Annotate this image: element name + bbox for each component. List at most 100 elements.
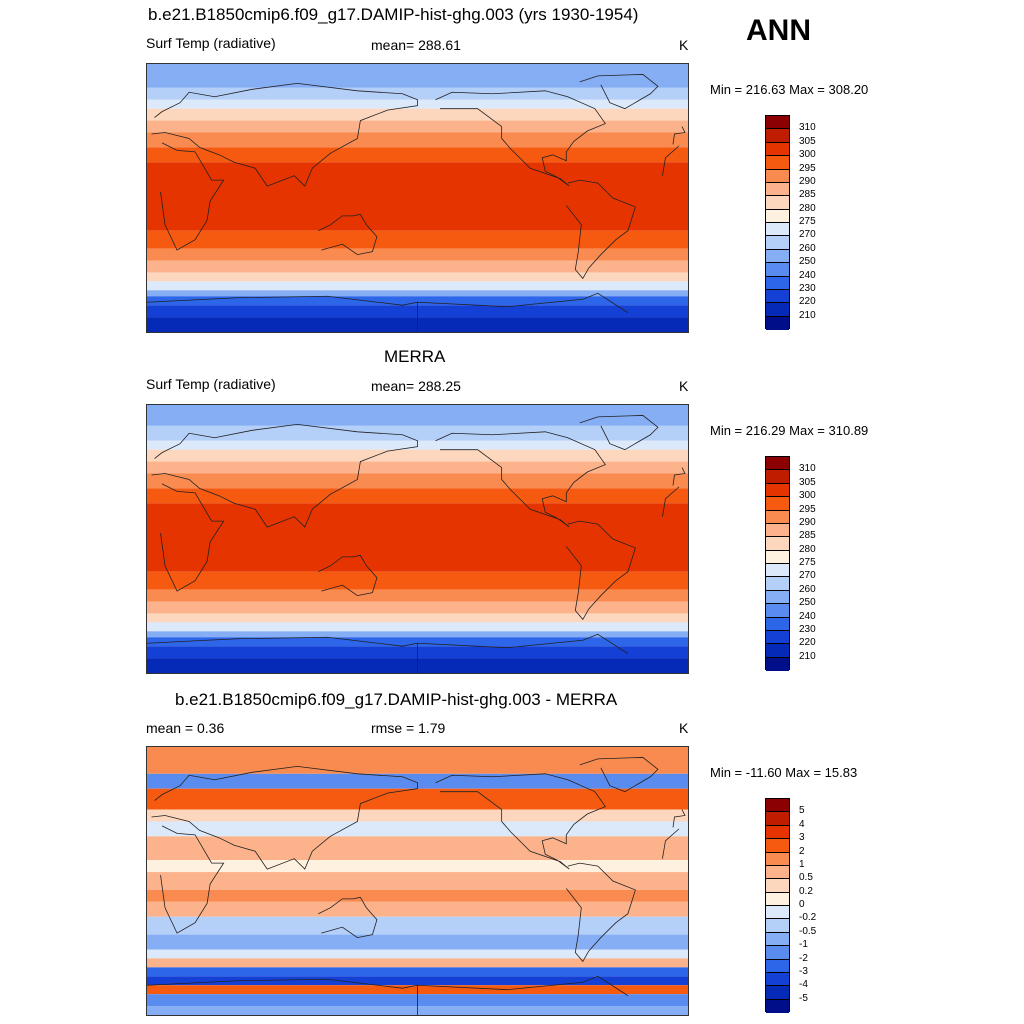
panel-2-colorbar-swatch xyxy=(766,577,789,591)
panel-1-colorbar-tick-label: 250 xyxy=(799,256,816,268)
panel-2-colorbar-swatch xyxy=(766,510,789,524)
model-coastline-4-0 xyxy=(565,179,636,280)
panel-2-variable-label: Surf Temp (radiative) xyxy=(146,376,276,392)
panel-3-colorbar-swatch xyxy=(766,865,789,880)
obs-lat-band-12 xyxy=(147,622,688,632)
panel-3-colorbar-swatch xyxy=(766,946,789,960)
diff-lat-band-0 xyxy=(147,747,688,774)
panel-1-map xyxy=(146,63,689,333)
obs-lat-band-13 xyxy=(147,631,688,638)
panel-1-colorbar-tick-label: 305 xyxy=(799,135,816,147)
panel-1-colorbar-swatch xyxy=(766,316,789,330)
obs-coastline-0-0 xyxy=(662,486,680,517)
obs-coastline-1-1 xyxy=(151,423,418,528)
model-coastline-0-0 xyxy=(662,145,680,176)
diff-coastline-6-0 xyxy=(417,975,629,996)
panel-2-units: K xyxy=(679,378,689,394)
panel-3-colorbar-swatch xyxy=(766,932,789,947)
panel-3-units: K xyxy=(679,720,689,736)
model-coastline-6-1 xyxy=(147,295,418,332)
panel-3-colorbar-tick-label: 2 xyxy=(799,845,805,857)
panel-3-colorbar-tick-label: -5 xyxy=(799,992,808,1004)
panel-2-colorbar xyxy=(765,456,790,671)
panel-2-colorbar-tick-label: 290 xyxy=(799,516,816,528)
panel-1-colorbar-tick-label: 260 xyxy=(799,242,816,254)
panel-2-colorbar-tick-label: 250 xyxy=(799,597,816,609)
panel-2-colorbar-swatch xyxy=(766,483,789,498)
panel-2-colorbar-tick-label: 275 xyxy=(799,557,816,568)
obs-lat-band-14 xyxy=(147,637,688,647)
panel-3-colorbar-swatch xyxy=(766,879,789,893)
obs-lat-band-7 xyxy=(147,503,688,572)
diff-coastline-4-0 xyxy=(565,862,636,963)
panel-1-colorbar-swatch xyxy=(766,223,789,237)
panel-1-colorbar-swatch xyxy=(766,209,789,223)
obs-coastline-3-0 xyxy=(435,431,606,528)
model-lat-band-4 xyxy=(147,120,688,133)
panel-1-colorbar-swatch xyxy=(766,196,789,210)
diff-lat-band-3 xyxy=(147,809,688,822)
panel-2-colorbar-tick-label: 270 xyxy=(799,570,816,582)
panel-1-colorbar-swatch xyxy=(766,156,789,170)
obs-lat-band-5 xyxy=(147,473,688,489)
panel-3-colorbar-swatch xyxy=(766,999,789,1013)
obs-lat-band-1 xyxy=(147,425,688,441)
model-lat-band-3 xyxy=(147,108,688,121)
diff-coastline-6-1 xyxy=(147,978,418,1015)
panel-1-colorbar-swatch xyxy=(766,182,789,197)
panel-2-colorbar-swatch xyxy=(766,657,789,671)
diff-lat-band-5 xyxy=(147,836,688,861)
panel-1-colorbar-tick-label: 220 xyxy=(799,296,816,308)
panel-3-colorbar-tick-label: 5 xyxy=(799,805,805,817)
panel-1-variable-label: Surf Temp (radiative) xyxy=(146,35,276,51)
diff-lat-band-11 xyxy=(147,934,688,950)
panel-1-colorbar-tick-label: 210 xyxy=(799,309,816,321)
panel-1-colorbar-swatch xyxy=(766,236,789,250)
panel-3-colorbar-tick-label: 1 xyxy=(799,858,805,870)
model-coastline-3-0 xyxy=(435,90,606,187)
panel-1-colorbar-swatch xyxy=(766,169,789,183)
model-coastline-0-1 xyxy=(160,142,225,251)
panel-2-colorbar-swatch xyxy=(766,550,789,564)
panel-3-map-field xyxy=(147,747,688,1015)
panel-2-colorbar-swatch xyxy=(766,590,789,605)
panel-2-colorbar-swatch xyxy=(766,470,789,484)
diff-lat-band-14 xyxy=(147,967,688,977)
model-lat-band-5 xyxy=(147,132,688,148)
diff-lat-band-15 xyxy=(147,976,688,986)
obs-lat-band-8 xyxy=(147,571,688,590)
obs-lat-band-4 xyxy=(147,461,688,474)
panel-1-colorbar-swatch xyxy=(766,263,789,277)
panel-2-colorbar-tick-label: 305 xyxy=(799,476,816,488)
panel-2-colorbar-swatch xyxy=(766,537,789,551)
model-coastline-6-0 xyxy=(417,292,629,313)
panel-3-colorbar-tick-label: 0.2 xyxy=(799,885,813,897)
panel-2-colorbar-swatch xyxy=(766,564,789,578)
panel-2-colorbar-swatch xyxy=(766,630,789,645)
panel-3-colorbar-tick-label: 3 xyxy=(799,832,805,844)
obs-coastline-5-0 xyxy=(579,415,659,451)
obs-lat-band-0 xyxy=(147,405,688,426)
diff-lat-band-4 xyxy=(147,821,688,837)
diff-coastline-0-0 xyxy=(662,828,680,859)
panel-2-colorbar-tick-label: 280 xyxy=(799,543,816,555)
diff-coastline-3-0 xyxy=(435,773,606,870)
panel-3-colorbar-tick-label: -0.5 xyxy=(799,925,817,937)
panel-1-colorbar-swatch xyxy=(766,289,789,304)
panel-3-colorbar-swatch xyxy=(766,986,789,1000)
obs-lat-band-6 xyxy=(147,488,688,504)
panel-3-colorbar-swatch xyxy=(766,825,789,840)
panel-2-colorbar-tick-label: 220 xyxy=(799,637,816,649)
panel-1-colorbar-tick-label: 300 xyxy=(799,149,816,161)
panel-3-colorbar-tick-label: 0 xyxy=(799,899,805,910)
panel-2-colorbar-swatch xyxy=(766,617,789,631)
panel-3-colorbar-swatch xyxy=(766,839,789,853)
panel-2-colorbar-tick-label: 260 xyxy=(799,583,816,595)
obs-coastline-2-0 xyxy=(318,554,378,597)
panel-1-colorbar-tick-label: 270 xyxy=(799,229,816,241)
panel-3-colorbar-tick-label: -3 xyxy=(799,965,808,977)
panel-3-colorbar-tick-label: -0.2 xyxy=(799,912,817,924)
panel-3-colorbar-swatch xyxy=(766,852,789,866)
panel-3-minmax: Min = -11.60 Max = 15.83 xyxy=(710,765,858,780)
panel-3-colorbar-swatch xyxy=(766,812,789,826)
